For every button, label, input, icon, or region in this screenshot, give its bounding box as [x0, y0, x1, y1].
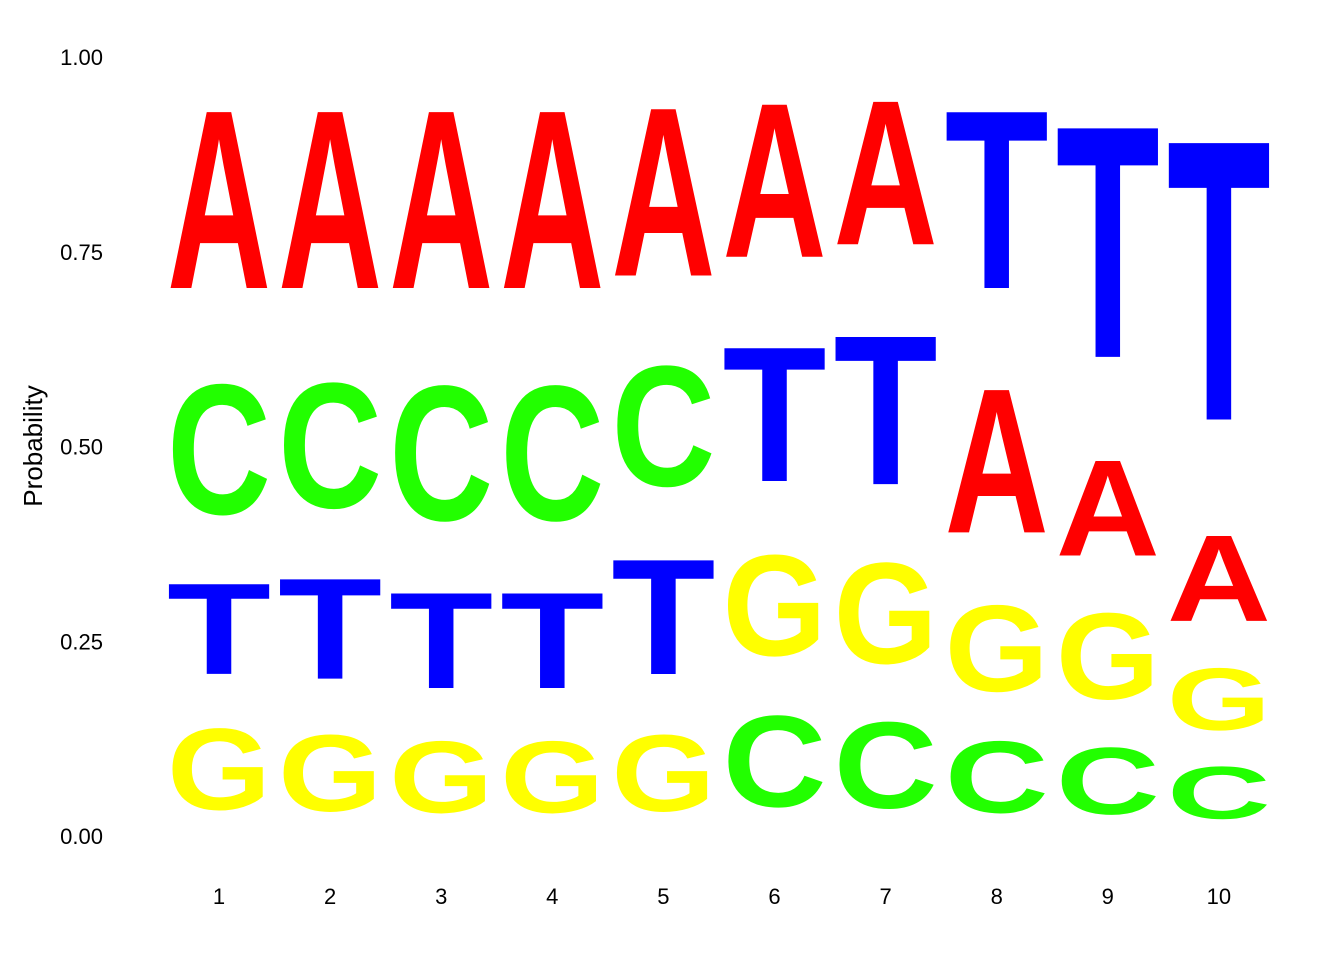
logo-letter-G: G: [500, 720, 604, 834]
logo-letter-A: A: [500, 56, 604, 342]
logo-letter-C: C: [945, 721, 1049, 835]
logo-letter-A: A: [167, 56, 271, 342]
logo-letter-A: A: [834, 57, 938, 288]
logo-letter-T: T: [945, 57, 1049, 343]
logo-letter-G: G: [389, 720, 493, 834]
y-axis-ticks: 0.00 0.25 0.50 0.75 1.00: [60, 45, 103, 849]
y-tick-label: 0.00: [60, 824, 103, 849]
x-tick-label: 8: [991, 884, 1003, 909]
logo-letter-C: C: [611, 329, 715, 522]
logo-letter-G: G: [611, 711, 715, 834]
logo-letter-G: G: [1167, 650, 1271, 749]
logo-letter-C: C: [1056, 727, 1160, 834]
logo-letter-C: C: [167, 346, 271, 554]
logo-letter-T: T: [500, 564, 604, 718]
x-tick-label: 3: [435, 884, 447, 909]
x-tick-label: 6: [768, 884, 780, 909]
logo-letter-G: G: [834, 533, 938, 694]
logo-letter-T: T: [167, 557, 271, 702]
x-tick-label: 1: [213, 884, 225, 909]
x-tick-label: 10: [1207, 884, 1231, 909]
logo-letter-C: C: [1167, 751, 1271, 834]
x-tick-label: 2: [324, 884, 336, 909]
logo-letter-A: A: [1056, 432, 1160, 585]
x-tick-label: 7: [879, 884, 891, 909]
y-tick-label: 1.00: [60, 45, 103, 70]
logo-letter-T: T: [389, 564, 493, 718]
y-tick-label: 0.50: [60, 435, 103, 460]
logo-letter-A: A: [278, 56, 382, 342]
logo-letter-C: C: [389, 346, 493, 561]
x-tick-label: 9: [1102, 884, 1114, 909]
logo-letter-G: G: [945, 581, 1049, 718]
logo-letter-T: T: [611, 524, 715, 709]
logo-letter-A: A: [723, 58, 827, 304]
logo-letter-T: T: [1056, 56, 1160, 427]
logo-letter-A: A: [389, 56, 493, 342]
logo-letter-A: A: [611, 58, 715, 328]
logo-letter-A: A: [1167, 510, 1271, 647]
logo-letter-T: T: [278, 549, 382, 710]
logo-letter-G: G: [167, 704, 271, 834]
logo-letter-C: C: [834, 697, 938, 834]
y-tick-label: 0.25: [60, 629, 103, 654]
y-tick-label: 0.75: [60, 240, 103, 265]
logo-letter-T: T: [1167, 57, 1271, 505]
x-tick-label: 4: [546, 884, 558, 909]
logo-letter-C: C: [278, 346, 382, 545]
logo-letter-A: A: [945, 346, 1049, 577]
y-axis-title: Probability: [18, 385, 48, 506]
x-axis-ticks: 1 2 3 4 5 6 7 8 9 10: [213, 884, 1231, 909]
logo-letter-G: G: [1056, 588, 1160, 725]
logo-letter-T: T: [834, 291, 938, 530]
x-tick-label: 5: [657, 884, 669, 909]
logo-letter-G: G: [723, 526, 827, 687]
logo-letter-C: C: [723, 690, 827, 835]
logo-letter-C: C: [500, 346, 604, 561]
logo-letter-T: T: [723, 306, 827, 522]
logo-letter-G: G: [278, 711, 382, 834]
